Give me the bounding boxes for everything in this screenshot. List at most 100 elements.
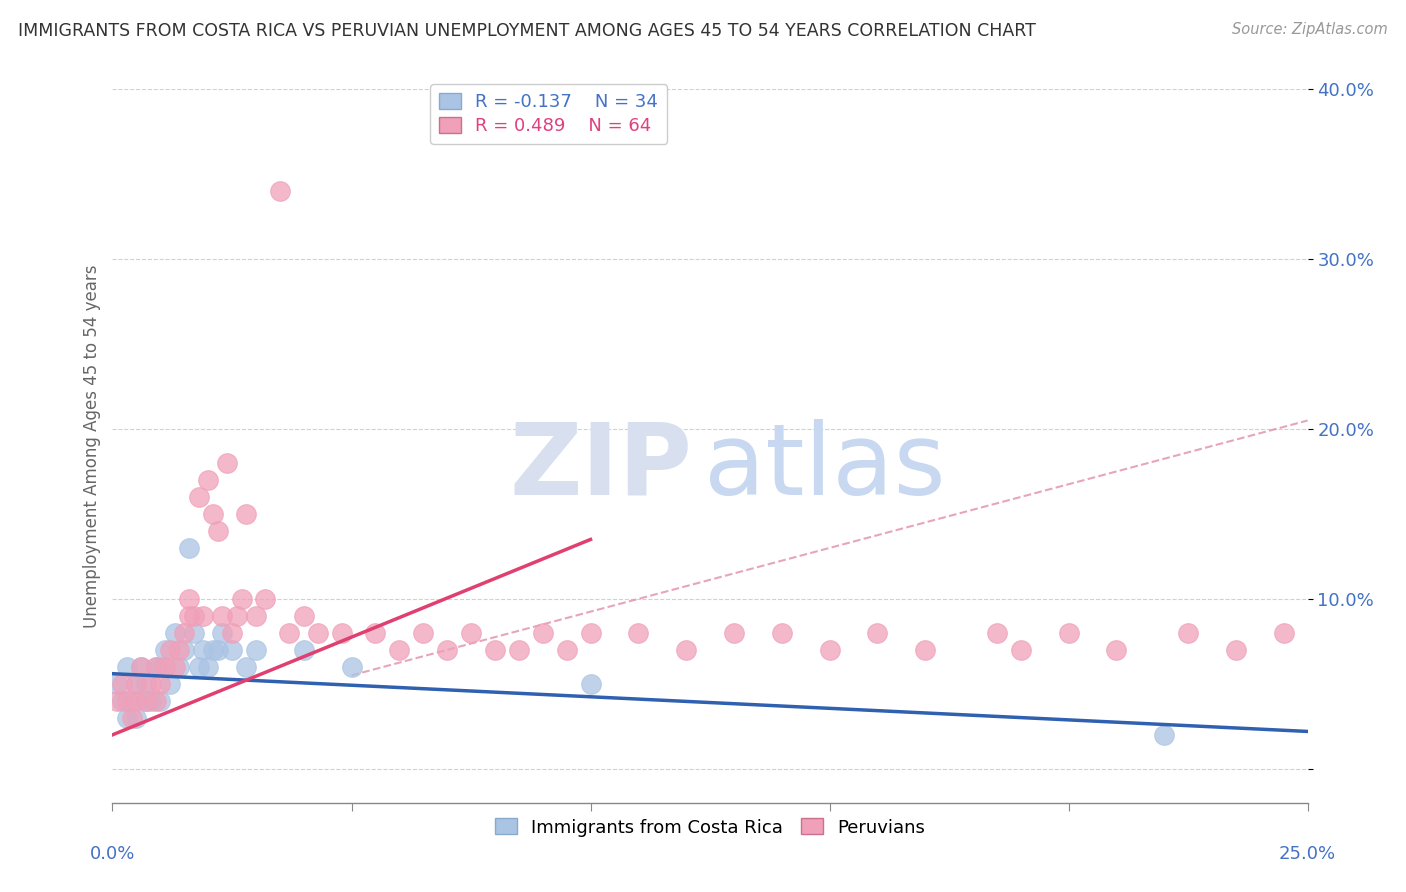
Point [217, 456, 239, 470]
Point [173, 626, 195, 640]
Point [105, 694, 128, 708]
Point [149, 694, 172, 708]
Point [135, 694, 157, 708]
Point [115, 660, 138, 674]
Point [278, 626, 301, 640]
Point [269, 184, 291, 198]
Point [177, 608, 200, 623]
Point [484, 643, 506, 657]
Point [436, 643, 458, 657]
Point [183, 626, 205, 640]
Point [177, 541, 200, 555]
Point [364, 626, 387, 640]
Legend: Immigrants from Costa Rica, Peruvians: Immigrants from Costa Rica, Peruvians [488, 811, 932, 844]
Point [139, 677, 162, 691]
Text: IMMIGRANTS FROM COSTA RICA VS PERUVIAN UNEMPLOYMENT AMONG AGES 45 TO 54 YEARS CO: IMMIGRANTS FROM COSTA RICA VS PERUVIAN U… [18, 22, 1036, 40]
Point [1225, 643, 1247, 657]
Point [193, 608, 215, 623]
Point [207, 643, 229, 657]
Point [235, 507, 257, 521]
Point [129, 660, 152, 674]
Point [159, 643, 181, 657]
Point [675, 643, 697, 657]
Point [159, 677, 181, 691]
Point [169, 643, 191, 657]
Point [307, 626, 329, 640]
Point [197, 660, 219, 674]
Point [187, 490, 209, 504]
Point [221, 626, 243, 640]
Point [139, 694, 162, 708]
Point [125, 677, 148, 691]
Point [388, 643, 411, 657]
Point [723, 626, 745, 640]
Point [121, 694, 143, 708]
Text: 0.0%: 0.0% [90, 846, 135, 863]
Point [115, 711, 138, 725]
Point [1272, 626, 1295, 640]
Point [1057, 626, 1080, 640]
Point [245, 608, 267, 623]
Point [121, 711, 143, 725]
Text: Source: ZipAtlas.com: Source: ZipAtlas.com [1232, 22, 1388, 37]
Point [163, 626, 186, 640]
Point [225, 608, 247, 623]
Point [153, 643, 176, 657]
Point [245, 643, 267, 657]
Point [627, 626, 650, 640]
Point [183, 608, 205, 623]
Point [818, 643, 841, 657]
Point [149, 660, 172, 674]
Point [211, 608, 233, 623]
Point [153, 660, 176, 674]
Point [231, 591, 253, 606]
Point [145, 694, 167, 708]
Point [129, 660, 152, 674]
Point [173, 643, 195, 657]
Point [579, 677, 602, 691]
Point [149, 677, 172, 691]
Point [531, 626, 554, 640]
Point [187, 660, 209, 674]
Point [193, 643, 215, 657]
Point [330, 626, 353, 640]
Point [292, 643, 315, 657]
Point [555, 643, 578, 657]
Point [169, 660, 191, 674]
Point [235, 660, 257, 674]
Point [207, 524, 229, 538]
Point [770, 626, 793, 640]
Point [135, 694, 157, 708]
Point [111, 677, 134, 691]
Point [197, 473, 219, 487]
Point [412, 626, 434, 640]
Point [201, 507, 224, 521]
Point [111, 694, 134, 708]
Point [163, 660, 186, 674]
Point [292, 608, 315, 623]
Point [211, 626, 233, 640]
Point [145, 660, 167, 674]
Point [460, 626, 482, 640]
Text: ZIP: ZIP [509, 419, 692, 516]
Point [914, 643, 936, 657]
Text: 25.0%: 25.0% [1279, 846, 1336, 863]
Point [125, 694, 148, 708]
Point [125, 711, 148, 725]
Point [579, 626, 602, 640]
Text: atlas: atlas [704, 419, 946, 516]
Point [115, 694, 138, 708]
Y-axis label: Unemployment Among Ages 45 to 54 years: Unemployment Among Ages 45 to 54 years [83, 264, 101, 628]
Point [201, 643, 224, 657]
Point [1010, 643, 1032, 657]
Point [145, 660, 167, 674]
Point [105, 677, 128, 691]
Point [254, 591, 277, 606]
Point [1177, 626, 1199, 640]
Point [177, 591, 200, 606]
Point [986, 626, 1008, 640]
Point [866, 626, 889, 640]
Point [340, 660, 363, 674]
Point [1105, 643, 1128, 657]
Point [508, 643, 530, 657]
